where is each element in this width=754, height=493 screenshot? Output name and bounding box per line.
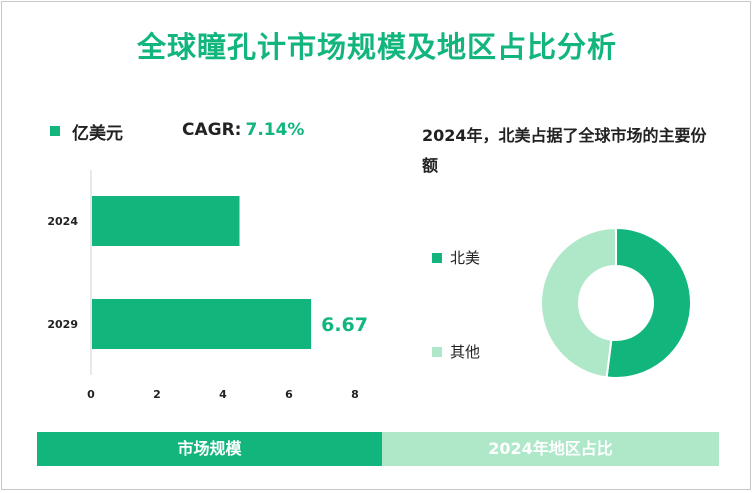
pie-legend-item-other: 其他	[432, 341, 480, 362]
pie-legend-swatch	[432, 252, 442, 263]
pie-legend-label: 北美	[450, 249, 481, 267]
y-tick-label: 2024	[47, 215, 78, 228]
x-tick-label: 6	[285, 388, 293, 401]
bar-legend: 亿美元	[50, 120, 123, 144]
cagr-value: 7.14%	[245, 120, 305, 140]
x-tick-label: 2	[153, 388, 161, 401]
x-tick-label: 8	[351, 388, 359, 401]
cagr-label: CAGR:	[182, 120, 242, 140]
legend-unit-label: 亿美元	[72, 123, 123, 144]
cagr-text: CAGR: 7.14%	[182, 120, 304, 140]
y-tick-label: 2029	[47, 318, 78, 331]
legend-swatch	[50, 126, 60, 136]
pie-legend-item-north-america: 北美	[432, 247, 480, 268]
x-tick-label: 4	[219, 388, 227, 401]
tab-region-share[interactable]: 2024年地区占比	[382, 432, 719, 466]
pie-legend-swatch	[432, 346, 442, 357]
page-title: 全球瞳孔计市场规模及地区占比分析	[136, 30, 617, 64]
x-tick-label: 0	[87, 388, 95, 401]
pie-slice-other	[540, 226, 617, 379]
data-label: 6.67	[321, 314, 368, 336]
pie-slice-north-america	[605, 226, 692, 379]
bar-2029	[92, 299, 312, 349]
pie-title: 2024年，北美占据了全球市场的主要份额	[422, 126, 707, 175]
bar-2024	[92, 196, 240, 246]
pie-legend-label: 其他	[450, 343, 481, 361]
tab-market-size[interactable]: 市场规模	[37, 432, 382, 466]
